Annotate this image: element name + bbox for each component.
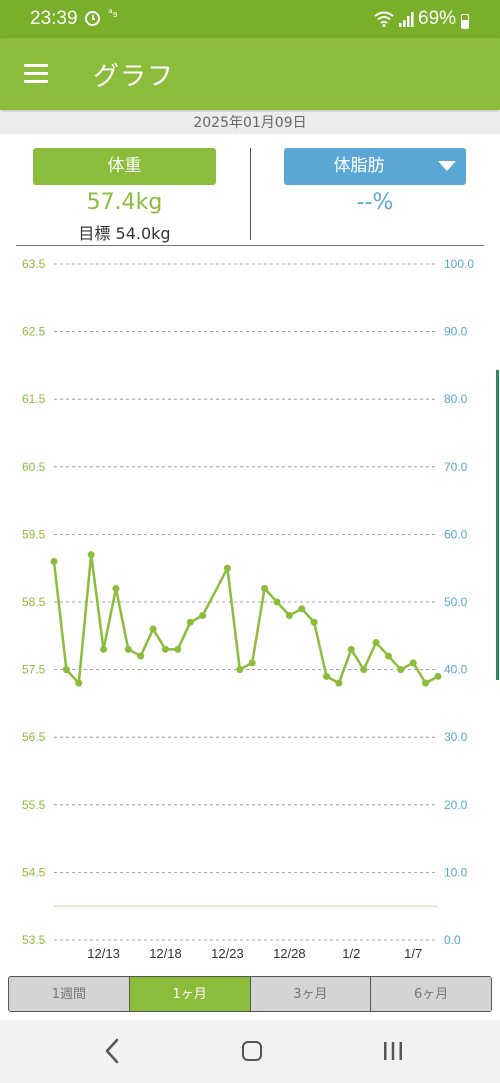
separator [16, 245, 484, 246]
data-point [100, 645, 108, 653]
current-date: 2025年01月09日 [0, 112, 500, 134]
left-axis-tick: 63.5 [22, 257, 46, 271]
app-bar: グラフ [0, 38, 500, 110]
recent-apps-icon[interactable] [382, 1040, 404, 1062]
right-axis-tick: 90.0 [444, 325, 468, 339]
period-tabs: 1週間 1ヶ月 3ヶ月 6ヶ月 [8, 976, 492, 1012]
wifi-icon [374, 11, 394, 27]
back-icon[interactable] [104, 1038, 120, 1064]
data-point [335, 679, 343, 687]
data-point [298, 605, 306, 613]
data-point [137, 652, 145, 660]
page-title: グラフ [93, 62, 175, 92]
body-fat-dropdown[interactable]: 体脂肪 [284, 148, 466, 185]
data-point [87, 551, 95, 559]
data-point [161, 645, 169, 653]
dropdown-caret-icon [438, 161, 456, 171]
tab-1-week[interactable]: 1週間 [9, 977, 129, 1011]
left-axis-tick: 54.5 [22, 865, 46, 879]
data-point [409, 659, 417, 667]
left-axis-tick: 55.5 [22, 798, 46, 812]
data-point [199, 612, 207, 620]
battery-percent: 69% [418, 8, 457, 29]
data-point [112, 584, 120, 592]
data-point [285, 612, 293, 620]
left-axis-tick: 58.5 [22, 595, 46, 609]
data-point [434, 672, 442, 680]
signal-icon [399, 12, 414, 27]
weight-button[interactable]: 体重 [33, 148, 216, 185]
x-axis-tick: 1/7 [404, 946, 422, 961]
right-axis-tick: 80.0 [444, 392, 468, 406]
left-axis-tick: 57.5 [22, 663, 46, 677]
weight-series-line [52, 553, 439, 685]
summary-panel: 体重 57.4kg 目標 54.0kg 体脂肪 --% [0, 134, 500, 246]
data-point [174, 645, 182, 653]
divider [250, 148, 251, 240]
right-axis-tick: 100.0 [444, 257, 474, 271]
right-axis-tick: 40.0 [444, 663, 468, 677]
status-time: 23:39 [30, 8, 78, 29]
right-axis-tick: 20.0 [444, 798, 468, 812]
notification-icon: ᵃ₉ [108, 6, 118, 20]
data-point [62, 666, 70, 674]
data-point [75, 679, 83, 687]
data-point [384, 652, 392, 660]
right-axis-tick: 50.0 [444, 595, 468, 609]
x-axis-tick: 1/2 [342, 946, 360, 961]
data-point [347, 645, 355, 653]
x-axis-tick: 12/18 [149, 946, 182, 961]
data-point [422, 679, 430, 687]
right-axis-tick: 30.0 [444, 730, 468, 744]
right-axis-tick: 0.0 [444, 933, 461, 947]
left-axis-tick: 56.5 [22, 730, 46, 744]
data-point [273, 598, 281, 606]
data-point [124, 645, 132, 653]
x-axis-tick: 12/13 [87, 946, 120, 961]
data-point [360, 666, 368, 674]
data-point [186, 618, 194, 626]
left-axis-tick: 60.5 [22, 460, 46, 474]
body-fat-value: --% [356, 190, 394, 215]
left-axis-tick: 59.5 [22, 527, 46, 541]
left-axis-tick: 53.5 [22, 933, 46, 947]
menu-icon[interactable] [24, 64, 48, 84]
data-point [323, 672, 331, 680]
data-point [397, 666, 405, 674]
system-nav-bar [0, 1020, 500, 1083]
home-icon[interactable] [242, 1041, 262, 1061]
right-axis-tick: 10.0 [444, 865, 468, 879]
x-axis-tick: 12/23 [211, 946, 244, 961]
data-point [310, 618, 318, 626]
data-point [372, 639, 380, 647]
status-bar: 23:39 ᵃ₉ 69% [0, 0, 500, 38]
right-axis-tick: 70.0 [444, 460, 468, 474]
x-axis-tick: 12/28 [273, 946, 306, 961]
scroll-indicator [496, 370, 499, 680]
tab-6-months[interactable]: 6ヶ月 [370, 977, 491, 1011]
data-point [248, 659, 256, 667]
data-point [236, 666, 244, 674]
goal-weight: 目標 54.0kg [78, 224, 171, 243]
tab-1-month[interactable]: 1ヶ月 [128, 977, 250, 1011]
weight-chart[interactable]: 63.5 100.0 62.5 90.0 61.5 80.0 60.5 70.0 59.5 60.… [0, 248, 500, 968]
data-point [50, 557, 58, 565]
left-axis-tick: 61.5 [22, 392, 46, 406]
data-point [223, 564, 231, 572]
weight-value: 57.4kg [86, 190, 163, 215]
right-axis-tick: 60.0 [444, 527, 468, 541]
data-point [261, 584, 269, 592]
tab-3-months[interactable]: 3ヶ月 [249, 977, 371, 1011]
battery-icon [461, 14, 469, 29]
body-fat-label: 体脂肪 [333, 156, 385, 176]
left-axis-tick: 62.5 [22, 325, 46, 339]
alarm-clock-icon [85, 11, 100, 26]
data-point [149, 625, 157, 633]
